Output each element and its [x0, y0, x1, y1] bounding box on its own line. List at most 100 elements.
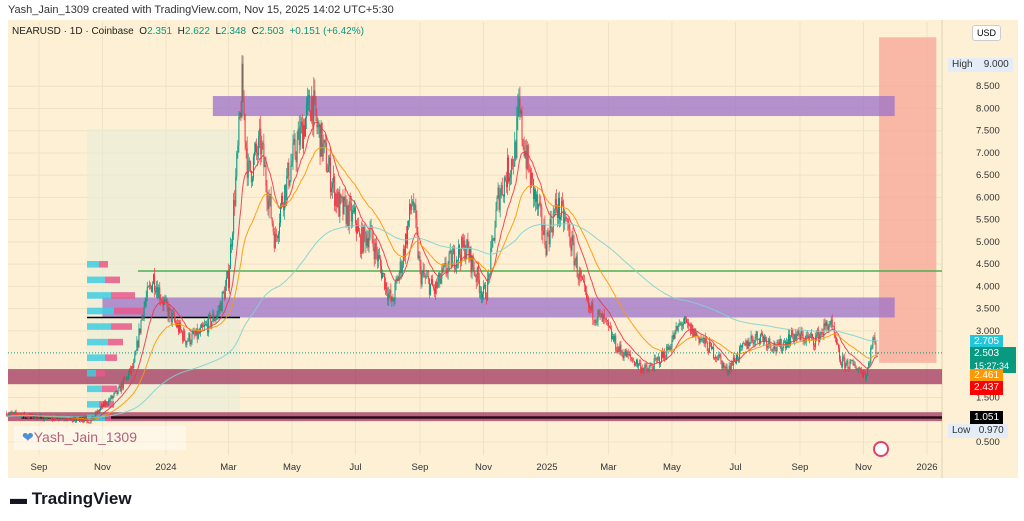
candle-body [368, 237, 370, 248]
candle-body [772, 349, 774, 351]
candle-body [495, 209, 497, 228]
candle-body [822, 333, 824, 336]
candle-body [433, 286, 435, 289]
candle-body [207, 323, 209, 333]
candle-body [473, 267, 475, 275]
candle-body [296, 140, 298, 163]
candle-body [842, 356, 844, 367]
candle-body [172, 312, 174, 314]
candle-body [696, 332, 698, 336]
candle-body [655, 358, 657, 360]
candle-body [567, 219, 569, 224]
candle-body [439, 272, 441, 284]
candle-body [37, 416, 39, 420]
candle-body [600, 313, 602, 315]
candle-body [836, 343, 838, 345]
candle-body [238, 117, 240, 146]
candle-body [476, 267, 478, 282]
candle-body [114, 391, 116, 394]
candle-body [509, 177, 511, 182]
candle-body [579, 270, 581, 277]
candle-body [132, 366, 134, 369]
candle-body [726, 366, 728, 373]
candle-body [858, 368, 860, 370]
candle-body [565, 217, 567, 219]
candle-body [643, 368, 645, 372]
candle-body [669, 346, 671, 350]
candle-body [253, 151, 255, 157]
candle-body [54, 417, 56, 421]
candle-body [699, 338, 701, 343]
candle-body [240, 112, 242, 117]
candle-body [196, 328, 198, 339]
candle-body [174, 320, 176, 323]
candle-body [143, 306, 145, 318]
candle-body [7, 415, 9, 417]
candle-body [641, 368, 643, 372]
candle-body [775, 349, 777, 352]
candle-body [451, 253, 453, 267]
candle-body [659, 362, 661, 365]
candle-body [578, 270, 580, 280]
candle-body [704, 337, 706, 344]
candle-body [89, 422, 91, 424]
price-tick-label: 3.000 [976, 326, 1000, 337]
candle-body [774, 342, 776, 350]
candle-body [865, 373, 867, 379]
candle-body [422, 269, 424, 274]
candle-body [297, 128, 299, 141]
candle-body [170, 309, 172, 323]
candle-body [617, 346, 619, 352]
zone-box [8, 369, 942, 385]
candle-body [404, 234, 406, 258]
candle-body [568, 223, 570, 230]
candle-body [345, 200, 347, 224]
candle-body [359, 231, 361, 236]
candle-body [395, 279, 397, 284]
candle-body [501, 185, 503, 195]
candle-body [124, 378, 126, 380]
candle-body [182, 332, 184, 341]
candle-body [454, 268, 456, 270]
candle-body [140, 320, 142, 333]
candle-body [727, 372, 729, 374]
currency-button[interactable]: USD [972, 25, 1002, 41]
candle-body [868, 362, 870, 369]
candle-body [383, 273, 385, 274]
symbol-label[interactable]: NEARUSD · 1D · Coinbase [12, 26, 134, 37]
candle-body [444, 263, 446, 265]
candle-body [479, 291, 481, 293]
candle-body [216, 314, 218, 318]
time-tick-label: Sep [31, 462, 48, 473]
candle-body [147, 286, 149, 288]
open-label: O [139, 26, 148, 37]
candle-body [293, 139, 295, 144]
candle-body [622, 353, 624, 358]
tradingview-logo[interactable]: ▬ TradingView [10, 489, 132, 509]
candle-body [719, 354, 721, 357]
volume-profile-down [105, 276, 120, 284]
candle-body [365, 233, 367, 246]
candle-body [490, 247, 492, 276]
candle-body [649, 365, 651, 368]
candle-body [72, 420, 74, 422]
candle-body [535, 189, 537, 202]
candle-body [624, 349, 626, 356]
candle-body [334, 176, 336, 206]
candle-body [184, 330, 186, 341]
candle-body [729, 365, 731, 371]
level-tag: 1.051 [970, 411, 1004, 425]
candle-body [593, 319, 595, 321]
candle-body [500, 185, 502, 196]
candle-body [313, 90, 315, 127]
candle-body [408, 220, 410, 226]
candle-body [402, 248, 404, 266]
brand-name: TradingView [31, 489, 132, 508]
candle-body [606, 320, 608, 322]
candle-body [410, 203, 412, 210]
candle-body [38, 416, 40, 418]
candle-body [286, 175, 288, 200]
candle-body [411, 205, 413, 210]
candle-body [429, 283, 431, 295]
